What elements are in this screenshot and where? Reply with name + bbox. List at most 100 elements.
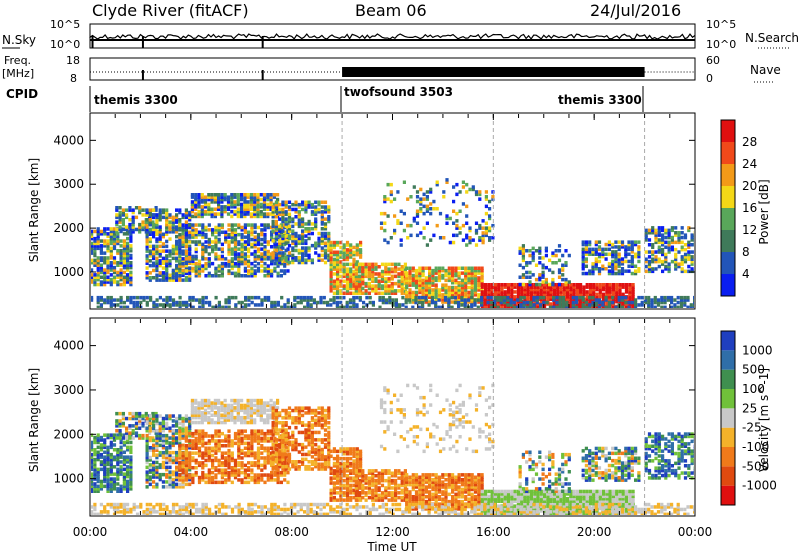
heatmap-cell (191, 478, 195, 482)
heatmap-cell (528, 270, 532, 275)
heatmap-cell (230, 295, 235, 300)
heatmap-cell (210, 214, 214, 219)
heatmap-cell (283, 264, 287, 268)
heatmap-cell (106, 472, 110, 476)
heatmap-cell (281, 210, 285, 214)
heatmap-cell (223, 406, 227, 410)
heatmap-cell (276, 197, 280, 202)
heatmap-cell (352, 298, 356, 302)
heatmap-cell (594, 298, 598, 302)
heatmap-cell (260, 242, 264, 247)
heatmap-cell (572, 285, 576, 289)
heatmap-cell (552, 285, 556, 289)
heatmap-cell (152, 443, 156, 448)
heatmap-cell (175, 256, 179, 261)
heatmap-cell (431, 290, 435, 295)
heatmap-cell (116, 275, 120, 279)
heatmap-cell (213, 406, 217, 410)
heatmap-cell (128, 222, 132, 227)
heatmap-cell (155, 482, 159, 487)
heatmap-cell (624, 290, 629, 294)
heatmap-cell (131, 227, 135, 232)
heatmap-cell (155, 472, 159, 477)
heatmap-cell (561, 265, 565, 270)
heatmap-cell (428, 293, 432, 297)
heatmap-cell (194, 232, 198, 237)
heatmap-cell (297, 234, 301, 238)
heatmap-cell (217, 195, 221, 199)
heatmap-cell (175, 242, 179, 246)
heatmap-cell (112, 435, 117, 440)
heatmap-cell (178, 303, 182, 307)
heatmap-cell (155, 448, 159, 452)
heatmap-cell (284, 241, 288, 245)
heatmap-cell (307, 253, 311, 258)
heatmap-cell (429, 202, 433, 206)
heatmap-cell (121, 208, 125, 212)
heatmap-cell (230, 237, 234, 242)
heatmap-cell (310, 243, 314, 248)
heatmap-cell (207, 259, 211, 263)
heatmap-cell (201, 252, 205, 256)
heatmap-cell (109, 305, 113, 308)
heatmap-cell (188, 213, 192, 217)
heatmap-cell (374, 265, 378, 269)
heatmap-cell (480, 266, 484, 270)
heatmap-cell (690, 235, 694, 240)
heatmap-cell (217, 205, 221, 209)
heatmap-cell (175, 268, 179, 273)
heatmap-cell (424, 295, 428, 300)
heatmap-cell (354, 284, 358, 288)
heatmap-cell (332, 272, 336, 276)
heatmap-cell (557, 268, 562, 272)
heatmap-cell (155, 303, 159, 307)
heatmap-cell (434, 266, 438, 270)
heatmap-cell (145, 237, 149, 241)
heatmap-cell (473, 293, 478, 297)
heatmap-cell (138, 222, 142, 227)
heatmap-cell (152, 276, 156, 280)
heatmap-cell (342, 262, 346, 267)
heatmap-cell (604, 295, 608, 300)
heatmap-cell (129, 270, 133, 275)
heatmap-cell (650, 303, 654, 307)
heatmap-cell (339, 289, 343, 293)
heatmap-cell (122, 433, 126, 437)
heatmap-cell (617, 271, 621, 276)
heatmap-cell (521, 246, 525, 251)
heatmap-cell (266, 249, 270, 254)
heatmap-cell (217, 431, 221, 436)
heatmap-cell (345, 281, 350, 286)
heatmap-cell (200, 207, 204, 211)
heatmap-cell (103, 484, 107, 489)
heatmap-cell (408, 295, 412, 299)
heatmap-cell (533, 287, 537, 292)
heatmap-cell (250, 295, 254, 300)
heatmap-cell (556, 283, 560, 287)
heatmap-cell (118, 213, 122, 217)
heatmap-cell (579, 285, 583, 289)
heatmap-cell (247, 235, 251, 239)
heatmap-cell (591, 271, 595, 276)
heatmap-cell (323, 210, 328, 214)
heatmap-cell (224, 257, 228, 261)
heatmap-cell (445, 214, 449, 218)
heatmap-cell (441, 297, 445, 302)
heatmap-cell (329, 240, 333, 245)
heatmap-cell (256, 401, 260, 405)
heatmap-cell (637, 269, 641, 273)
heatmap-cell (237, 429, 241, 433)
heatmap-cell (210, 207, 214, 211)
heatmap-cell (480, 303, 484, 307)
heatmap-cell (627, 264, 631, 268)
heatmap-cell (319, 295, 323, 300)
heatmap-cell (611, 250, 615, 254)
heatmap-cell (243, 230, 247, 234)
heatmap-cell (233, 232, 238, 237)
heatmap-cell (470, 276, 474, 280)
heatmap-cell (266, 266, 270, 271)
heatmap-cell (493, 303, 497, 307)
heatmap-cell (693, 255, 694, 259)
heatmap-cell (165, 263, 169, 268)
